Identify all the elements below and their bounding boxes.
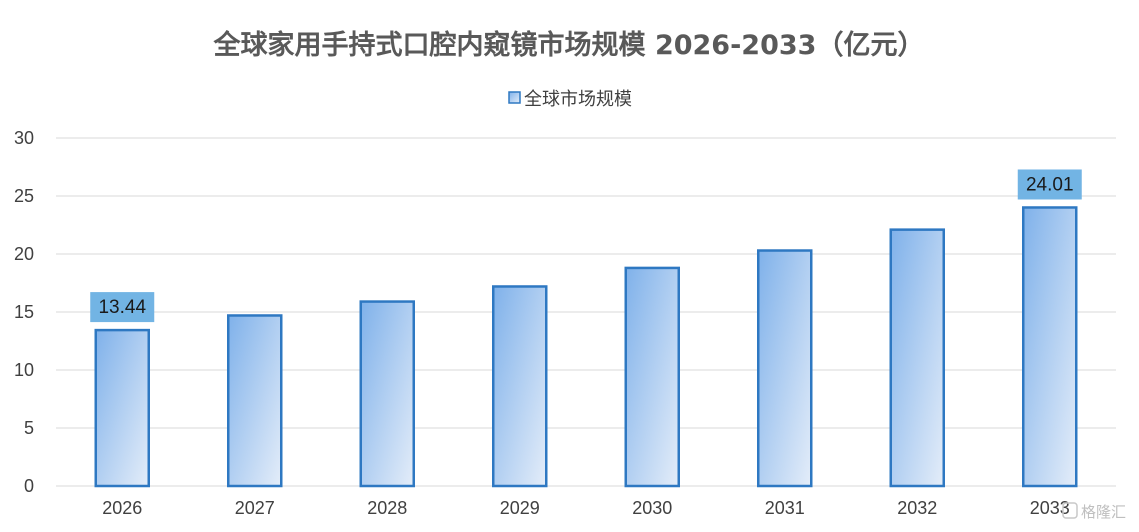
- gridlines: [56, 137, 1116, 487]
- bar-2026: [94, 328, 150, 488]
- data-labels: 13.44 24.01: [90, 169, 1082, 323]
- y-tick-label: 15: [14, 302, 34, 322]
- bar-2032: [889, 228, 945, 488]
- bar-2028: [359, 300, 415, 488]
- chart-title: 全球家用手持式口腔内窥镜市场规模 2026-2033（亿元）: [213, 29, 925, 61]
- legend: 全球市场规模: [508, 89, 632, 110]
- x-axis-ticks: 2026 2027 2028 2029 2030 2031 2032 2033: [102, 498, 1070, 518]
- x-tick-label: 2033: [1030, 498, 1070, 518]
- x-tick-label: 2030: [632, 498, 672, 518]
- watermark: 格隆汇: [1062, 502, 1126, 521]
- y-tick-label: 30: [14, 128, 34, 148]
- y-tick-label: 10: [14, 360, 34, 380]
- data-label-bg: [90, 292, 155, 323]
- data-label: 24.01: [1026, 174, 1074, 195]
- bar-2031: [757, 249, 813, 488]
- bar-2030: [624, 266, 680, 488]
- x-tick-label: 2032: [897, 498, 937, 518]
- legend-swatch: [508, 91, 521, 104]
- bar-2027: [227, 314, 283, 488]
- y-tick-label: 25: [14, 186, 34, 206]
- x-tick-label: 2028: [367, 498, 407, 518]
- y-tick-label: 20: [14, 244, 34, 264]
- x-tick-label: 2027: [235, 498, 275, 518]
- bars: [94, 206, 1078, 488]
- x-tick-label: 2029: [500, 498, 540, 518]
- data-label-bg: [1017, 169, 1082, 200]
- watermark-text: 格隆汇: [1081, 503, 1126, 521]
- bar-2029: [492, 285, 548, 488]
- y-tick-label: 0: [24, 476, 34, 496]
- y-axis-ticks: 0 5 10 15 20 25 30: [14, 128, 34, 496]
- y-tick-label: 5: [24, 418, 34, 438]
- x-tick-label: 2031: [765, 498, 805, 518]
- x-tick-label: 2026: [102, 498, 142, 518]
- watermark-logo-icon: [1062, 502, 1078, 519]
- data-label: 13.44: [98, 297, 146, 318]
- legend-label: 全球市场规模: [524, 89, 632, 110]
- bar-2033: [1022, 206, 1078, 488]
